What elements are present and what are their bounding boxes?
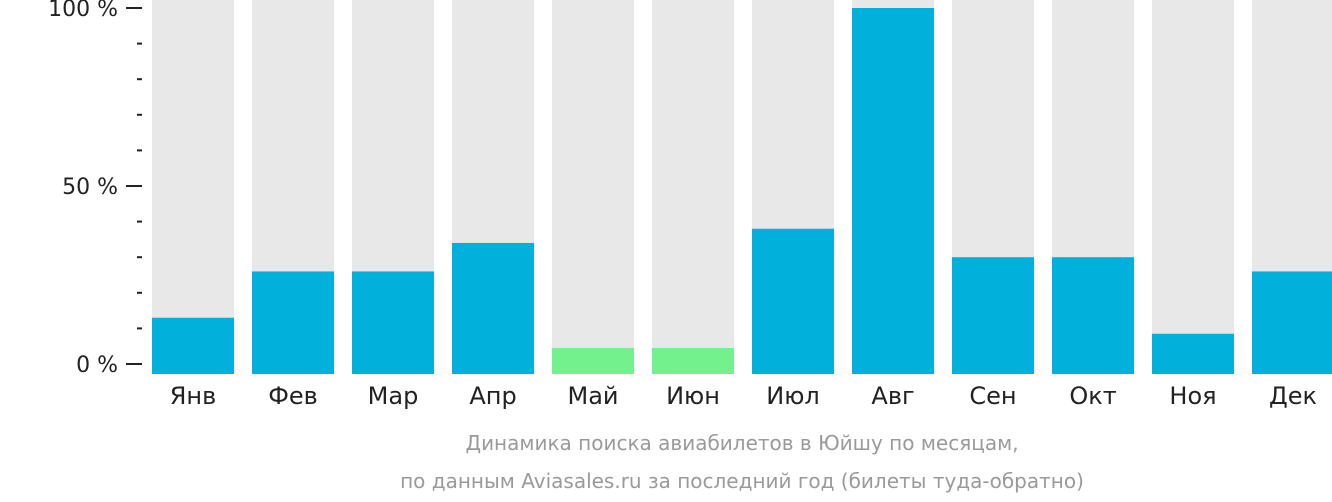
bar-track [552, 0, 634, 374]
bar-track [1152, 0, 1234, 374]
x-tick-label: Фев [268, 382, 318, 410]
x-tick-label: Июл [766, 382, 820, 410]
bar [252, 271, 334, 374]
y-tick-label: 0 % [76, 353, 118, 378]
bar [452, 242, 534, 374]
x-tick-label: Апр [469, 382, 516, 410]
bar [652, 347, 734, 374]
x-tick-label: Дек [1269, 382, 1317, 410]
x-tick-label: Авг [871, 382, 914, 410]
chart-caption-line-2: по данным Aviasales.ru за последний год … [400, 469, 1084, 493]
bars [152, 0, 1332, 374]
x-tick-label: Янв [170, 382, 217, 410]
x-tick-label: Мар [368, 382, 419, 410]
bar [152, 317, 234, 374]
bar [1152, 333, 1234, 374]
bar [952, 257, 1034, 374]
x-tick-label: Окт [1069, 382, 1116, 410]
y-axis: 0 % 50 % 100 % [48, 0, 142, 378]
bar-track [152, 0, 234, 374]
bar [852, 8, 934, 374]
bar [1052, 257, 1134, 374]
x-axis-labels: Янв Фев Мар Апр Май Июн Июл Авг Сен Окт Ноя Дек [170, 382, 1317, 410]
chart-caption-line-1: Динамика поиска авиабилетов в Юйшу по ме… [465, 431, 1018, 455]
y-tick-label: 50 % [62, 175, 118, 200]
x-tick-label: Сен [969, 382, 1016, 410]
x-tick-label: Май [567, 382, 618, 410]
y-tick-label: 100 % [48, 0, 118, 22]
x-tick-label: Ноя [1169, 382, 1216, 410]
bar [352, 271, 434, 374]
bar [752, 228, 834, 374]
bar [552, 347, 634, 374]
bar [1252, 271, 1332, 374]
bar-track [652, 0, 734, 374]
x-tick-label: Июн [666, 382, 720, 410]
